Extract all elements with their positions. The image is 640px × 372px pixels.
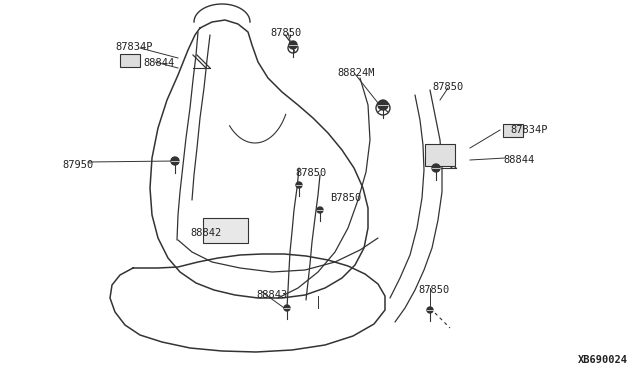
Bar bbox=[120, 54, 140, 67]
Text: 87950: 87950 bbox=[62, 160, 93, 170]
Text: XB690024: XB690024 bbox=[578, 355, 628, 365]
Circle shape bbox=[317, 207, 323, 213]
Text: 88824M: 88824M bbox=[337, 68, 374, 78]
Text: 88844: 88844 bbox=[143, 58, 174, 68]
Circle shape bbox=[427, 307, 433, 313]
Circle shape bbox=[296, 182, 302, 188]
Circle shape bbox=[432, 164, 440, 172]
Text: 87850: 87850 bbox=[295, 168, 326, 178]
Text: 88842: 88842 bbox=[190, 228, 221, 238]
Text: 87834P: 87834P bbox=[510, 125, 547, 135]
Text: 87850: 87850 bbox=[270, 28, 301, 38]
Circle shape bbox=[171, 157, 179, 165]
Text: 88843: 88843 bbox=[256, 290, 287, 300]
Bar bbox=[425, 144, 455, 166]
Text: 87850: 87850 bbox=[432, 82, 463, 92]
Bar bbox=[503, 124, 523, 137]
Text: 87834P: 87834P bbox=[115, 42, 152, 52]
Bar bbox=[203, 218, 248, 243]
Text: 88844: 88844 bbox=[503, 155, 534, 165]
Text: 87850: 87850 bbox=[418, 285, 449, 295]
Circle shape bbox=[284, 305, 290, 311]
Circle shape bbox=[378, 100, 388, 110]
Circle shape bbox=[289, 41, 297, 49]
Text: B7850: B7850 bbox=[330, 193, 361, 203]
